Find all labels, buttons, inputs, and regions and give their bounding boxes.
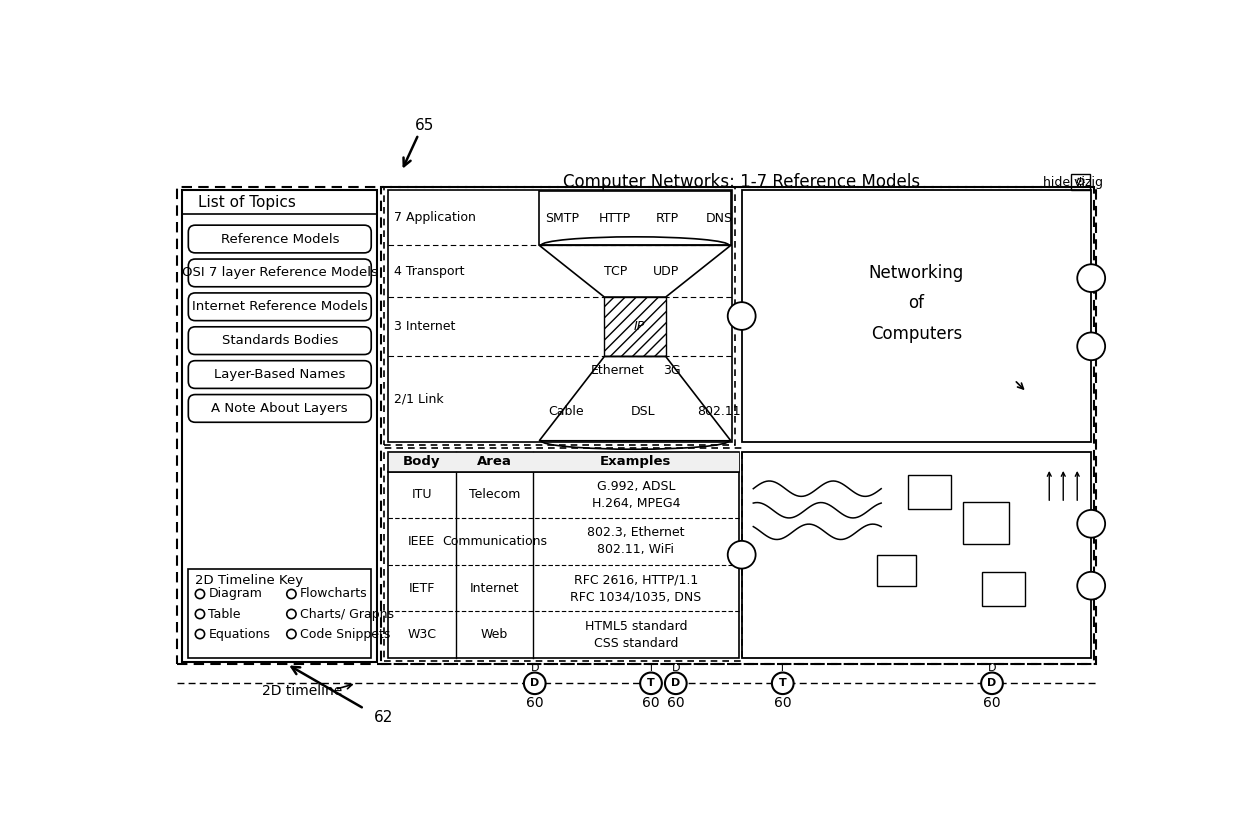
Text: W3C: W3C [407,628,436,641]
Bar [188,569,371,658]
Circle shape [1078,265,1105,292]
Bar [384,187,735,446]
Text: 60: 60 [667,696,684,710]
Text: 60: 60 [774,696,791,710]
Text: Layer-Based Names: Layer-Based Names [215,368,346,381]
Text: IETF: IETF [408,582,435,595]
Text: D: D [531,663,539,673]
Text: 802.11: 802.11 [697,405,742,419]
Text: D: D [531,678,539,688]
Text: G.992, ADSL
H.264, MPEG4: G.992, ADSL H.264, MPEG4 [591,480,680,510]
Text: List of Topics: List of Topics [197,195,295,210]
Polygon shape [604,297,666,357]
Text: Area: Area [477,455,512,468]
Circle shape [1078,510,1105,537]
Text: RTP: RTP [656,212,678,225]
Bar [387,452,739,471]
Circle shape [981,672,1003,694]
Text: DSL: DSL [630,405,655,419]
Text: Diagram: Diagram [208,588,263,601]
Text: hide vizig: hide vizig [1043,176,1104,189]
Text: IEEE: IEEE [408,535,435,548]
Bar [908,475,951,509]
Text: 2D Timeline Key: 2D Timeline Key [195,574,303,587]
Text: D: D [988,663,996,673]
Bar [182,190,377,662]
Text: A Note About Layers: A Note About Layers [212,402,348,415]
Text: T: T [779,678,786,688]
Bar [382,187,1094,664]
Text: Code Snippets: Code Snippets [300,628,391,640]
Circle shape [1078,572,1105,600]
Text: 802.3, Ethernet
802.11, WiFi: 802.3, Ethernet 802.11, WiFi [587,527,684,556]
Bar [387,452,739,658]
Bar [1071,175,1090,190]
Bar [742,190,1091,442]
Bar [982,572,1024,606]
Text: Networking
of
Computers: Networking of Computers [869,264,963,343]
Bar [384,448,742,661]
Text: ITU: ITU [412,489,432,501]
Text: RFC 2616, HTTP/1.1
RFC 1034/1035, DNS: RFC 2616, HTTP/1.1 RFC 1034/1035, DNS [570,573,702,603]
Text: Internet Reference Models: Internet Reference Models [192,300,367,313]
Text: D: D [671,678,681,688]
Text: 60: 60 [526,696,543,710]
Bar [742,452,1091,658]
Circle shape [523,672,546,694]
Text: T: T [647,663,655,673]
Text: Table: Table [208,607,241,620]
Text: Web: Web [481,628,508,641]
Circle shape [728,541,755,569]
Text: Flowcharts: Flowcharts [300,588,367,601]
Circle shape [665,672,687,694]
Bar [539,191,730,246]
Text: ⚙: ⚙ [1075,176,1086,189]
Bar [962,502,1009,545]
Text: D: D [987,678,997,688]
Text: 7 Application: 7 Application [394,211,476,224]
Text: DNS: DNS [706,212,733,225]
Text: T: T [647,678,655,688]
Text: Computer Networks: 1-7 Reference Models: Computer Networks: 1-7 Reference Models [563,173,920,191]
Text: Equations: Equations [208,628,270,640]
Bar [878,555,916,586]
Text: Internet: Internet [470,582,520,595]
Text: 4 Transport: 4 Transport [394,265,464,278]
Text: T: T [780,663,786,673]
Text: D: D [672,663,680,673]
Text: OSI 7 layer Reference Models: OSI 7 layer Reference Models [182,266,378,279]
Bar [176,187,1096,664]
Text: Communications: Communications [443,535,547,548]
Text: 3 Internet: 3 Internet [394,321,455,333]
Text: 2/1 Link: 2/1 Link [394,393,444,406]
Text: Standards Bodies: Standards Bodies [222,335,339,347]
Text: SMTP: SMTP [546,212,579,225]
Text: UDP: UDP [653,265,680,278]
Circle shape [771,672,794,694]
Text: HTTP: HTTP [599,212,631,225]
Text: Ethernet: Ethernet [591,363,645,377]
Text: Examples: Examples [600,455,672,468]
Text: Charts/ Graphs: Charts/ Graphs [300,607,394,620]
Text: Telecom: Telecom [469,489,521,501]
Text: Reference Models: Reference Models [221,232,339,246]
Text: HTML5 standard
CSS standard: HTML5 standard CSS standard [584,620,687,649]
Text: 2D timeline: 2D timeline [262,684,342,698]
Circle shape [640,672,662,694]
Circle shape [1078,332,1105,360]
Text: 60: 60 [983,696,1001,710]
Bar [387,190,733,442]
Text: 3G: 3G [663,363,681,377]
Text: Cable: Cable [548,405,584,419]
Text: 62: 62 [374,710,393,725]
Text: Body: Body [403,455,440,468]
Text: TCP: TCP [604,265,627,278]
Text: 65: 65 [415,118,434,133]
Circle shape [728,302,755,330]
Text: 60: 60 [642,696,660,710]
Text: IP: IP [634,321,645,333]
